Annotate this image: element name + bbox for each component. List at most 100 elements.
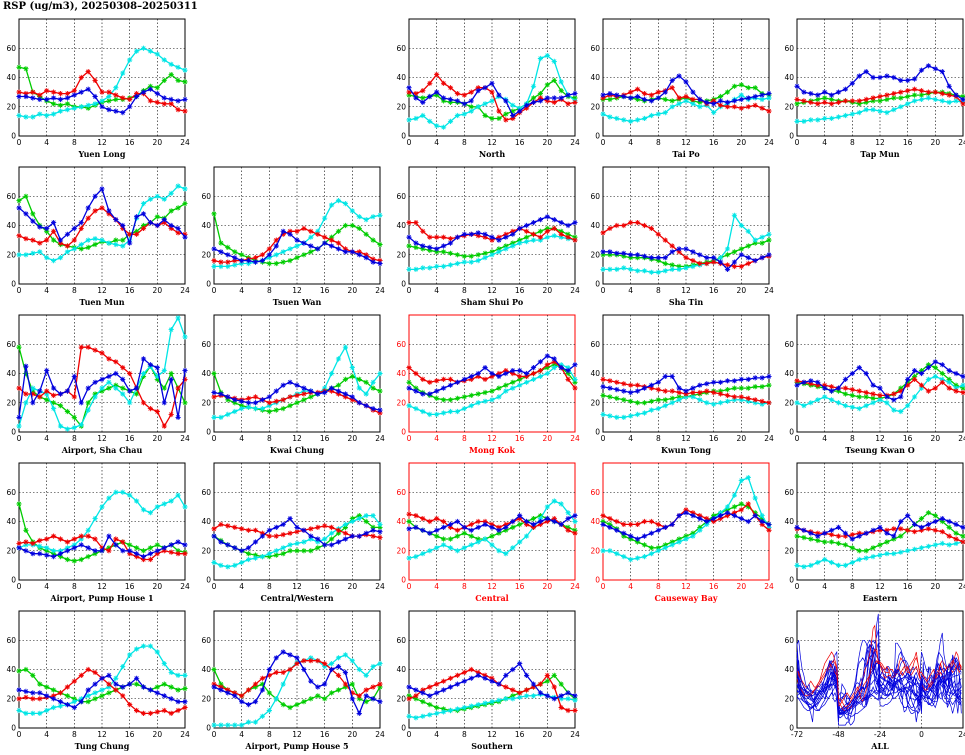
data-point (106, 533, 112, 539)
data-point (259, 252, 265, 258)
data-point (510, 108, 516, 114)
station-panel: 048121620240204060Tseung Kwan O (784, 314, 965, 455)
data-point (16, 205, 22, 211)
data-point (565, 370, 571, 377)
data-point (363, 231, 369, 237)
data-point (447, 85, 454, 91)
data-point (294, 255, 300, 261)
data-point (628, 220, 634, 226)
data-point (266, 403, 272, 409)
data-point (64, 426, 70, 432)
data-point (614, 551, 620, 557)
x-tick-label: 16 (320, 286, 330, 295)
data-point (724, 392, 731, 398)
data-point (662, 96, 668, 102)
data-point (85, 215, 91, 221)
data-point (280, 406, 286, 412)
data-point (211, 263, 217, 270)
data-point (134, 214, 140, 220)
data-point (16, 501, 22, 507)
data-point (342, 530, 348, 536)
data-point (113, 489, 119, 495)
data-point (731, 492, 737, 498)
data-point (64, 548, 70, 554)
data-point (168, 669, 174, 675)
data-point (711, 379, 717, 385)
x-tick-label: 16 (709, 286, 719, 295)
data-point (273, 252, 279, 258)
y-tick-label: 60 (396, 44, 406, 53)
data-point (168, 190, 174, 196)
data-point (308, 696, 314, 702)
series-line (16, 533, 188, 560)
x-tick-label: 0 (407, 582, 412, 591)
data-point (273, 243, 279, 249)
data-point (551, 362, 557, 368)
data-point (349, 696, 355, 702)
data-point (482, 672, 488, 678)
data-point (85, 545, 91, 551)
data-point (870, 391, 876, 397)
data-point (23, 548, 29, 554)
data-point (607, 378, 613, 384)
data-point (356, 710, 362, 716)
data-point (447, 684, 454, 690)
data-point (572, 91, 578, 97)
data-point (349, 533, 355, 539)
data-point (690, 249, 696, 255)
data-point (801, 564, 807, 570)
data-point (246, 545, 252, 551)
data-point (752, 495, 758, 501)
x-tick-label: 20 (737, 286, 747, 295)
data-point (607, 91, 613, 97)
data-point (572, 513, 578, 519)
x-tick-label: 4 (434, 434, 439, 443)
data-point (322, 240, 328, 246)
data-point (544, 95, 550, 101)
data-point (134, 391, 140, 397)
data-point (877, 108, 883, 114)
data-point (71, 414, 77, 420)
y-tick-label: 20 (6, 250, 16, 259)
data-point (489, 521, 495, 527)
data-point (420, 527, 426, 533)
data-point (918, 545, 925, 551)
data-point (496, 527, 502, 533)
data-point (349, 222, 355, 229)
data-point (441, 124, 447, 130)
data-point (134, 675, 140, 681)
data-point (537, 55, 543, 62)
data-point (600, 266, 606, 272)
data-point (161, 95, 167, 101)
data-point (891, 95, 897, 101)
data-point (37, 696, 43, 702)
data-point (621, 250, 627, 256)
data-point (676, 101, 682, 107)
data-point (835, 114, 842, 120)
data-point (71, 678, 77, 684)
data-point (766, 527, 772, 533)
data-point (239, 693, 245, 699)
data-point (99, 237, 105, 243)
data-point (752, 240, 758, 246)
data-point (461, 101, 467, 107)
data-point (225, 722, 231, 728)
x-tick-label: 8 (656, 138, 661, 147)
data-point (37, 537, 43, 544)
data-point (427, 244, 433, 250)
data-point (628, 382, 634, 388)
data-point (808, 562, 814, 568)
data-point (99, 104, 105, 110)
data-point (37, 96, 43, 102)
data-point (140, 89, 147, 95)
data-point (551, 233, 557, 239)
data-point (413, 524, 419, 530)
data-point (635, 382, 641, 388)
x-tick-label: 4 (434, 582, 439, 591)
data-point (655, 397, 661, 403)
panel-title: ALL (870, 741, 889, 751)
data-point (856, 394, 862, 400)
data-point (953, 521, 959, 527)
data-point (92, 101, 98, 107)
